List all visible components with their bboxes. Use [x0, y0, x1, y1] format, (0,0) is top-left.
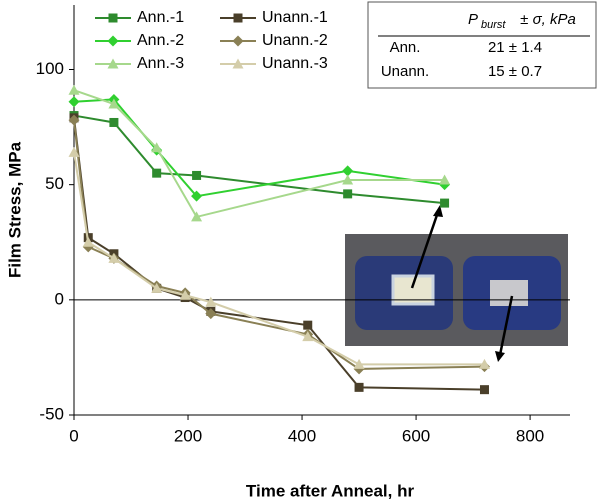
- marker: [205, 296, 217, 307]
- marker: [152, 168, 162, 178]
- marker: [353, 358, 365, 369]
- legend-label: Unann.-3: [262, 55, 328, 72]
- marker: [191, 190, 203, 202]
- marker: [109, 117, 119, 127]
- table-cell: Unann.: [381, 63, 429, 80]
- series-line: [73, 114, 445, 205]
- marker: [302, 331, 314, 342]
- y-axis-title: Film Stress, MPa: [5, 141, 24, 278]
- marker: [108, 98, 120, 109]
- marker: [191, 211, 203, 222]
- x-tick-label: 400: [288, 426, 316, 445]
- marker: [354, 382, 364, 392]
- table-cell: Ann.: [390, 39, 421, 56]
- y-tick-label: 50: [45, 174, 64, 193]
- marker: [151, 142, 163, 153]
- marker: [479, 385, 489, 395]
- marker: [68, 114, 80, 126]
- marker: [478, 358, 490, 369]
- marker: [342, 174, 354, 185]
- legend-label: Ann.-1: [137, 9, 184, 26]
- marker: [107, 35, 119, 47]
- y-tick-label: -50: [39, 404, 64, 423]
- legend-label: Unann.-2: [262, 32, 328, 49]
- marker: [82, 236, 94, 247]
- marker: [232, 58, 244, 69]
- x-tick-label: 0: [69, 426, 78, 445]
- series-line: [73, 98, 445, 198]
- marker: [68, 96, 80, 108]
- y-tick-label: 0: [55, 289, 64, 308]
- legend-label: Unann.-1: [262, 9, 328, 26]
- table-header-rest: ± σ, kPa: [516, 11, 576, 28]
- marker: [68, 84, 80, 95]
- stats-table: P burst ± σ, kPa Ann. 21 ± 1.4 Unann. 15…: [367, 1, 597, 89]
- x-tick-label: 200: [174, 426, 202, 445]
- marker: [108, 252, 120, 263]
- marker: [192, 170, 202, 180]
- marker: [232, 35, 244, 47]
- table-cell: 21 ± 1.4: [488, 39, 542, 56]
- marker: [233, 13, 243, 23]
- marker: [343, 189, 353, 199]
- marker: [107, 58, 119, 69]
- marker: [151, 282, 163, 293]
- x-tick-label: 800: [516, 426, 544, 445]
- x-tick-label: 600: [402, 426, 430, 445]
- marker: [440, 198, 450, 208]
- table-header-symbol: P: [468, 11, 478, 28]
- table-header-subscript: burst: [481, 19, 506, 31]
- marker: [439, 174, 451, 185]
- inset-photo: [345, 205, 568, 362]
- marker: [68, 146, 80, 157]
- marker: [108, 13, 118, 23]
- legend-label: Ann.-2: [137, 32, 184, 49]
- y-tick-label: 100: [36, 59, 64, 78]
- marker: [303, 320, 313, 330]
- marker: [342, 165, 354, 177]
- x-axis-title: Time after Anneal, hr: [246, 481, 415, 500]
- table-cell: 15 ± 0.7: [488, 63, 542, 80]
- marker: [205, 308, 217, 320]
- marker: [179, 289, 191, 300]
- legend-label: Ann.-3: [137, 55, 184, 72]
- series-line: [73, 89, 445, 219]
